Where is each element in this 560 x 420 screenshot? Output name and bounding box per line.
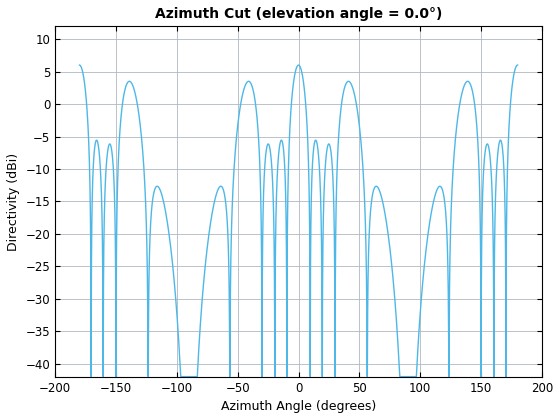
1 GHz [228,226,235,231]
Y-axis label: Directivity (dBi): Directivity (dBi) [7,152,20,250]
1 GHz [76,63,83,68]
1 GHz [97,175,104,180]
1 GHz [514,63,521,68]
Title: Azimuth Cut (elevation angle = 0.0°): Azimuth Cut (elevation angle = 0.0°) [155,7,442,21]
1 GHz [437,184,444,189]
1 GHz [491,374,497,379]
X-axis label: Azimuth Angle (degrees): Azimuth Angle (degrees) [221,400,376,413]
1 GHz [288,101,295,106]
1 GHz [88,374,95,379]
1 GHz [435,185,442,190]
Line: 1 GHz: 1 GHz [80,65,517,377]
